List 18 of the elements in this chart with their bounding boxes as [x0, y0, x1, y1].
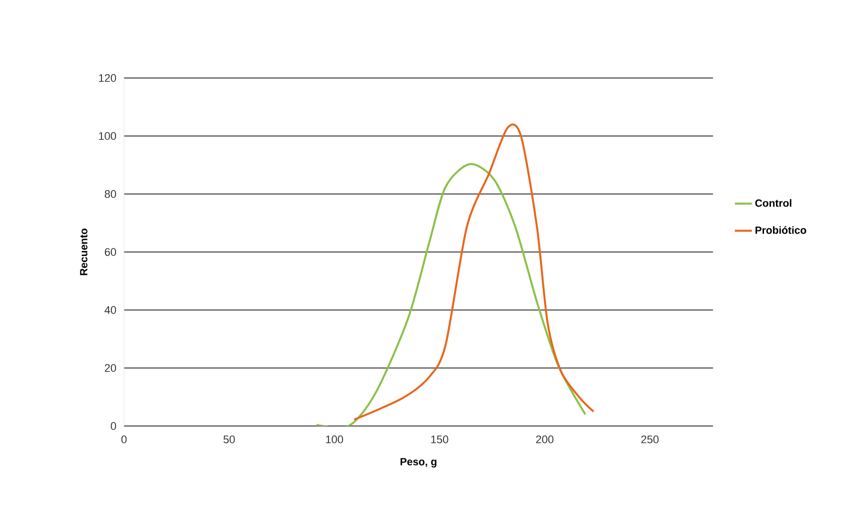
- y-tick-label: 0: [110, 422, 116, 430]
- x-tick-label: 100: [326, 436, 344, 444]
- y-axis-title: Recuento: [80, 228, 88, 276]
- y-tick-label: 80: [104, 190, 116, 198]
- legend-label: Probiótico: [756, 226, 806, 234]
- legend-label: Control: [755, 199, 792, 207]
- x-axis-title: Peso, g: [400, 458, 436, 468]
- y-tick-label: 60: [104, 248, 116, 256]
- x-tick-label: 200: [536, 436, 554, 444]
- y-tick-label: 100: [99, 132, 116, 140]
- y-tick-label: 120: [99, 74, 116, 82]
- x-tick-label: 0: [121, 436, 127, 444]
- y-tick-label: 20: [104, 364, 116, 372]
- y-tick-label: 40: [104, 306, 116, 314]
- x-tick-label: 150: [431, 436, 448, 444]
- x-tick-label: 250: [641, 436, 659, 444]
- line-series: [315, 163, 586, 426]
- x-tick-label: 50: [224, 436, 235, 444]
